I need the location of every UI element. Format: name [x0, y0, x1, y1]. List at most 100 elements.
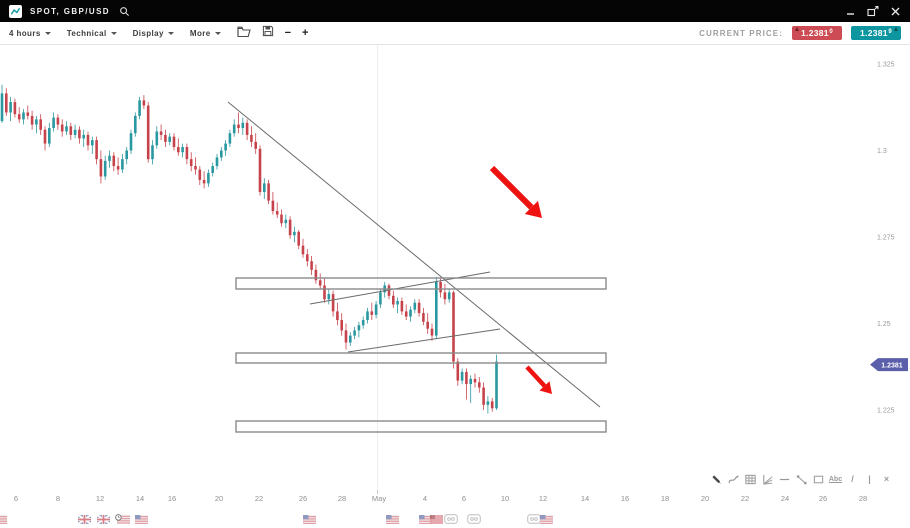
big-down-arrow[interactable]	[489, 165, 542, 218]
slash-tool-label: /	[851, 473, 854, 484]
current-price-tag-value: 1.2381	[881, 362, 903, 369]
event-flag-us-icon[interactable]	[0, 511, 7, 528]
window-controls	[845, 5, 901, 17]
event-flag-uk-icon[interactable]	[96, 511, 111, 528]
x-axis-label: 28	[337, 494, 347, 503]
downtrend-line[interactable]	[227, 101, 601, 408]
dropdown-more[interactable]: More	[190, 29, 221, 38]
event-flag-us-icon[interactable]	[386, 511, 399, 528]
x-axis-label: 20	[700, 494, 710, 503]
bid-price-badge[interactable]: 1.2381 0	[792, 26, 842, 40]
drawing-toolbar: Abc / | ×	[709, 471, 894, 487]
current-price-label: CURRENT PRICE:	[699, 28, 783, 38]
app-logo-icon	[9, 4, 22, 18]
dropdown-display[interactable]: Display	[133, 29, 174, 38]
pen-tool[interactable]	[709, 471, 724, 487]
current-price-area: CURRENT PRICE: 1.2381 0 1.2381 9	[699, 26, 901, 40]
x-axis-label: 10	[500, 494, 510, 503]
current-price-tag	[870, 358, 908, 372]
x-axis-label: 26	[818, 494, 828, 503]
close-tool-label: ×	[883, 473, 890, 484]
event-flag-uk-icon[interactable]	[77, 511, 92, 528]
support-zone-low[interactable]	[235, 420, 607, 433]
small-down-arrow[interactable]	[525, 365, 552, 394]
wedge-lower-line[interactable]	[347, 328, 501, 353]
y-axis-label: 1.325	[877, 62, 895, 69]
resistance-zone[interactable]	[235, 277, 607, 290]
event-flag-clock-icon[interactable]	[527, 511, 541, 528]
x-axis-label: 14	[580, 494, 590, 503]
search-icon[interactable]	[118, 5, 130, 17]
ask-tick-icon	[894, 27, 898, 31]
text-tool[interactable]: Abc	[828, 471, 843, 487]
x-axis-label: 20	[214, 494, 224, 503]
zoom-in-button[interactable]: +	[302, 26, 309, 39]
title-bar: SPOT, GBP/USD	[0, 0, 910, 22]
horizontal-line-tool[interactable]	[777, 471, 792, 487]
x-axis-label: 4	[422, 494, 428, 503]
fan-lines-tool[interactable]	[760, 471, 775, 487]
window-title: SPOT, GBP/USD	[30, 6, 110, 16]
minimize-button[interactable]	[845, 5, 857, 17]
dropdown-technical[interactable]: Technical	[67, 29, 117, 38]
y-axis-label: 1.225	[877, 408, 895, 415]
month-tick	[377, 490, 378, 494]
bid-price-value: 1.2381	[801, 28, 829, 38]
y-axis-label: 1.275	[877, 235, 895, 242]
ask-price-value: 1.2381	[860, 28, 888, 38]
event-flag-us-clock-icon[interactable]	[115, 511, 130, 528]
x-axis-label: 18	[660, 494, 670, 503]
event-flag-us-icon[interactable]	[135, 511, 148, 528]
x-axis-label: 28	[858, 494, 868, 503]
economic-events-row	[0, 506, 910, 528]
zoom-out-button[interactable]: −	[284, 26, 292, 39]
bid-price-pip: 0	[829, 29, 833, 35]
chevron-down-icon	[167, 31, 174, 35]
x-axis-label: 12	[95, 494, 105, 503]
event-flag-us-icon[interactable]	[540, 511, 553, 528]
dropdown-label: Technical	[66, 28, 107, 38]
text-tool-label: Abc	[828, 475, 843, 483]
support-zone-mid[interactable]	[235, 352, 607, 364]
x-axis-label: 12	[538, 494, 548, 503]
x-axis-label: 6	[13, 494, 19, 503]
save-icon[interactable]	[262, 24, 274, 42]
x-axis-label: 16	[620, 494, 630, 503]
chevron-down-icon	[44, 31, 51, 35]
dropdown-4-hours[interactable]: 4 hours	[9, 29, 51, 38]
date-axis[interactable]: 6 8 12 14 16 20 22 26 28 May 4 6 10 12 14 16 18 20 22 24 26 2…	[0, 490, 910, 506]
x-axis-label: 22	[254, 494, 264, 503]
x-axis-label: 8	[55, 494, 61, 503]
event-flag-us-icon[interactable]	[303, 511, 316, 528]
event-flag-red-icon[interactable]	[430, 511, 443, 528]
dropdown-label: Display	[132, 28, 164, 38]
event-flag-clock-icon[interactable]	[444, 511, 458, 528]
x-axis-label: 22	[740, 494, 750, 503]
x-axis-label: 16	[167, 494, 177, 503]
chevron-down-icon	[214, 31, 221, 35]
main-toolbar: 4 hours Technical Display More − + CURRENT …	[0, 22, 910, 45]
wedge-upper-line[interactable]	[309, 271, 491, 305]
toolbar-icons: − +	[237, 24, 309, 42]
rectangle-tool[interactable]	[811, 471, 826, 487]
event-flag-clock-icon[interactable]	[467, 511, 481, 528]
dropdown-label: More	[189, 28, 211, 38]
x-axis-label: 6	[461, 494, 467, 503]
curve-arrow-tool[interactable]	[726, 471, 741, 487]
close-tool[interactable]: ×	[879, 471, 894, 487]
price-chart[interactable]: 1.325 1.3 1.275 1.25 1.225 1.2381	[0, 45, 910, 490]
trend-line-tool[interactable]	[794, 471, 809, 487]
event-flag-us-icon[interactable]	[419, 511, 432, 528]
grid-tool[interactable]	[743, 471, 758, 487]
restore-button[interactable]	[867, 5, 879, 17]
close-button[interactable]	[889, 5, 901, 17]
dropdown-label: 4 hours	[9, 28, 41, 38]
ask-price-badge[interactable]: 1.2381 9	[851, 26, 901, 40]
x-axis-label: May	[371, 494, 387, 503]
separator: |	[862, 471, 877, 487]
slash-tool[interactable]: /	[845, 471, 860, 487]
x-axis-label: 24	[780, 494, 790, 503]
open-folder-icon[interactable]	[237, 24, 251, 42]
x-axis-label: 26	[298, 494, 308, 503]
